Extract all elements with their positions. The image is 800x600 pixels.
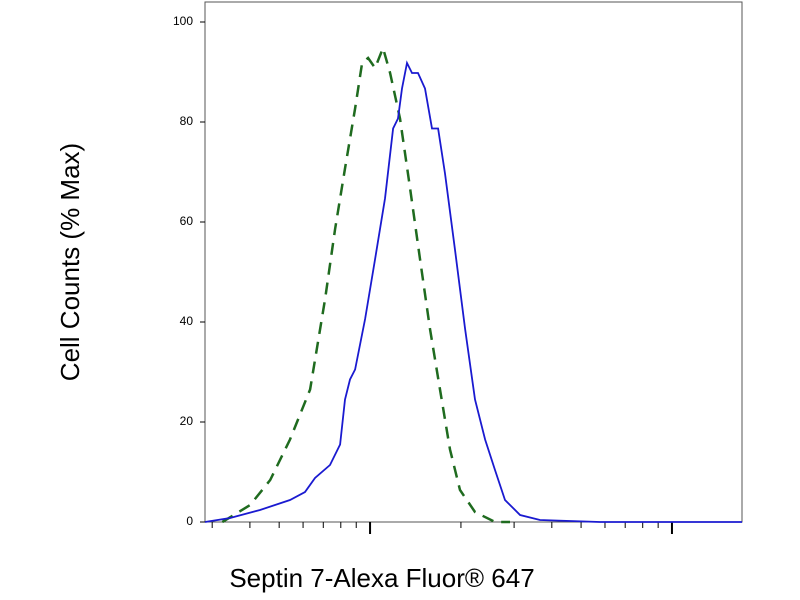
x-axis-label: Septin 7-Alexa Fluor® 647 xyxy=(229,563,534,593)
y-axis-label: Cell Counts (% Max) xyxy=(55,143,85,381)
y-tick-label: 40 xyxy=(180,314,194,328)
y-tick-label: 80 xyxy=(180,114,194,128)
plot-frame xyxy=(204,1,743,523)
y-tick-label: 100 xyxy=(173,14,193,28)
series-line xyxy=(204,60,742,523)
y-tick-label: 20 xyxy=(180,414,194,428)
y-tick-label: 60 xyxy=(180,214,194,228)
y-tick-label: 0 xyxy=(186,514,193,528)
series-line xyxy=(221,44,510,524)
